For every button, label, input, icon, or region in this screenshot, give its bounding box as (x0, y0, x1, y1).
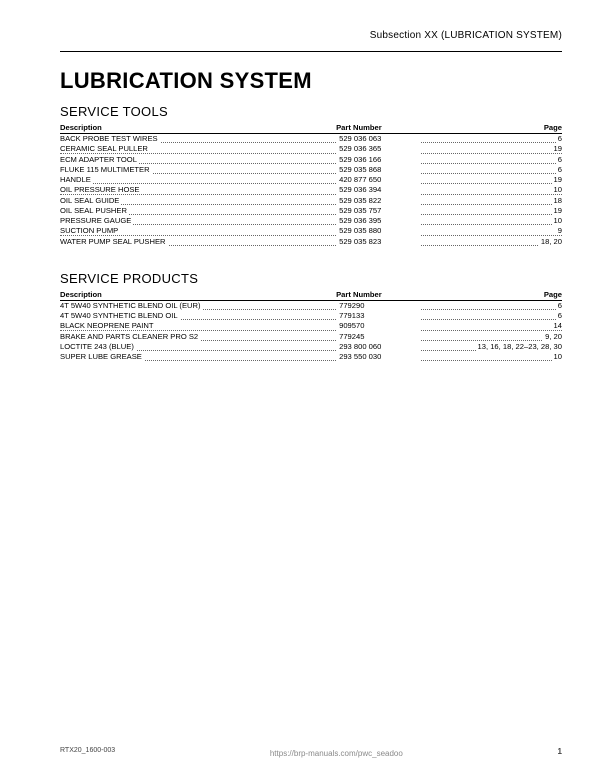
table-row: LOCTITE 243 (BLUE)293 800 06013, 16, 18,… (60, 342, 562, 352)
section-heading: SERVICE TOOLS (60, 104, 562, 119)
cell-page: 10 (421, 352, 562, 362)
table-row: SUPER LUBE GREASE293 550 03010 (60, 352, 562, 362)
cell-description: 4T 5W40 SYNTHETIC BLEND OIL (60, 311, 336, 321)
table-row: OIL SEAL GUIDE529 035 82218 (60, 196, 562, 206)
cell-part-number: 909570 (336, 321, 421, 331)
cell-part-number: 529 036 166 (336, 155, 421, 165)
cell-page: 6 (421, 311, 562, 321)
col-header-page: Page (421, 123, 562, 134)
table-row: HANDLE420 877 65019 (60, 175, 562, 185)
cell-part-number: 529 036 063 (336, 134, 421, 145)
cell-part-number: 779290 (336, 300, 421, 311)
cell-description: SUPER LUBE GREASE (60, 352, 336, 362)
service-tools-table: DescriptionPart NumberPageBACK PROBE TES… (60, 123, 562, 247)
cell-part-number: 529 035 757 (336, 206, 421, 216)
cell-page: 19 (421, 206, 562, 216)
divider (60, 51, 562, 52)
cell-part-number: 779133 (336, 311, 421, 321)
footer: RTX20_1600-003 1 https://brp-manuals.com… (60, 747, 562, 758)
cell-page: 6 (421, 165, 562, 175)
service-products-table: DescriptionPart NumberPage4T 5W40 SYNTHE… (60, 290, 562, 363)
cell-page: 6 (421, 155, 562, 165)
cell-description: LOCTITE 243 (BLUE) (60, 342, 336, 352)
col-header-part-number: Part Number (336, 290, 421, 301)
cell-description: BLACK NEOPRENE PAINT (60, 321, 336, 331)
cell-part-number: 529 036 395 (336, 216, 421, 226)
cell-description: PRESSURE GAUGE (60, 216, 336, 226)
cell-part-number: 293 550 030 (336, 352, 421, 362)
table-row: OIL SEAL PUSHER529 035 75719 (60, 206, 562, 216)
table-row: BLACK NEOPRENE PAINT90957014 (60, 321, 562, 331)
cell-description: BACK PROBE TEST WIRES (60, 134, 336, 145)
table-row: ECM ADAPTER TOOL529 036 1666 (60, 155, 562, 165)
table-row: BACK PROBE TEST WIRES529 036 0636 (60, 134, 562, 145)
subsection-header: Subsection XX (LUBRICATION SYSTEM) (60, 30, 562, 41)
cell-page: 13, 16, 18, 22–23, 28, 30 (421, 342, 562, 352)
section-heading: SERVICE PRODUCTS (60, 271, 562, 286)
cell-part-number: 529 035 823 (336, 237, 421, 247)
cell-page: 10 (421, 185, 562, 195)
cell-description: OIL PRESSURE HOSE (60, 185, 336, 195)
cell-description: FLUKE 115 MULTIMETER (60, 165, 336, 175)
page-title: LUBRICATION SYSTEM (60, 68, 562, 94)
table-row: BRAKE AND PARTS CLEANER PRO S27792459, 2… (60, 332, 562, 342)
cell-page: 10 (421, 216, 562, 226)
table-row: FLUKE 115 MULTIMETER529 035 8686 (60, 165, 562, 175)
cell-part-number: 529 035 822 (336, 196, 421, 206)
cell-page: 14 (421, 321, 562, 331)
cell-description: SUCTION PUMP (60, 226, 336, 236)
table-row: 4T 5W40 SYNTHETIC BLEND OIL (EUR)7792906 (60, 300, 562, 311)
cell-part-number: 529 035 880 (336, 226, 421, 236)
cell-description: CERAMIC SEAL PULLER (60, 144, 336, 154)
table-row: SUCTION PUMP529 035 8809 (60, 226, 562, 236)
cell-part-number: 529 035 868 (336, 165, 421, 175)
col-header-part-number: Part Number (336, 123, 421, 134)
cell-part-number: 529 036 394 (336, 185, 421, 195)
cell-page: 9 (421, 226, 562, 236)
cell-description: HANDLE (60, 175, 336, 185)
footer-url: https://brp-manuals.com/pwc_seadoo (60, 749, 562, 758)
cell-page: 9, 20 (421, 332, 562, 342)
tables-container: SERVICE TOOLSDescriptionPart NumberPageB… (60, 104, 562, 362)
col-header-description: Description (60, 123, 336, 134)
col-header-page: Page (421, 290, 562, 301)
col-header-description: Description (60, 290, 336, 301)
cell-page: 18, 20 (421, 237, 562, 247)
cell-description: BRAKE AND PARTS CLEANER PRO S2 (60, 332, 336, 342)
table-row: WATER PUMP SEAL PUSHER529 035 82318, 20 (60, 237, 562, 247)
cell-part-number: 293 800 060 (336, 342, 421, 352)
table-row: CERAMIC SEAL PULLER529 036 36519 (60, 144, 562, 154)
cell-page: 18 (421, 196, 562, 206)
cell-page: 19 (421, 144, 562, 154)
cell-part-number: 779245 (336, 332, 421, 342)
table-row: 4T 5W40 SYNTHETIC BLEND OIL7791336 (60, 311, 562, 321)
table-row: OIL PRESSURE HOSE529 036 39410 (60, 185, 562, 195)
footer-page-number: 1 (558, 747, 562, 756)
cell-description: OIL SEAL GUIDE (60, 196, 336, 206)
cell-description: ECM ADAPTER TOOL (60, 155, 336, 165)
cell-description: 4T 5W40 SYNTHETIC BLEND OIL (EUR) (60, 300, 336, 311)
cell-part-number: 420 877 650 (336, 175, 421, 185)
footer-code: RTX20_1600-003 (60, 747, 115, 754)
table-row: PRESSURE GAUGE529 036 39510 (60, 216, 562, 226)
cell-part-number: 529 036 365 (336, 144, 421, 154)
cell-page: 19 (421, 175, 562, 185)
cell-page: 6 (421, 300, 562, 311)
cell-description: WATER PUMP SEAL PUSHER (60, 237, 336, 247)
cell-description: OIL SEAL PUSHER (60, 206, 336, 216)
cell-page: 6 (421, 134, 562, 145)
